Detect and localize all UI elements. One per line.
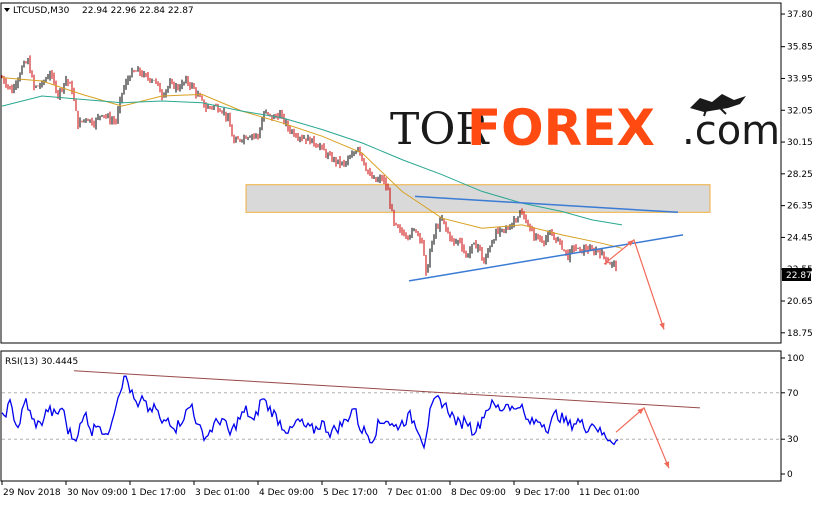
last-price-tag	[782, 268, 811, 281]
x-tick-label: 29 Nov 2018	[3, 488, 61, 498]
rsi-y-tick-label: 70	[787, 389, 799, 399]
price-y-tick-label: 32.05	[787, 106, 813, 116]
ma-slow-line	[1, 95, 623, 226]
resistance-zone	[245, 184, 711, 213]
x-tick-label: 4 Dec 09:00	[259, 488, 314, 498]
x-tick-label: 30 Nov 09:00	[67, 488, 128, 498]
price-pane[interactable]	[0, 2, 782, 344]
rsi-y-tick-label: 30	[787, 435, 799, 445]
x-tick-label: 5 Dec 17:00	[323, 488, 378, 498]
x-tick-label: 3 Dec 01:00	[195, 488, 250, 498]
trendline-upper	[414, 195, 679, 214]
watermark-prefix: TOR	[390, 104, 490, 155]
price-y-tick-label: 35.85	[787, 43, 813, 53]
price-y-tick-label: 18.75	[787, 329, 813, 339]
rsi-pane[interactable]	[0, 350, 782, 482]
ma-fast-line	[1, 77, 623, 249]
price-layer	[1, 55, 711, 330]
rsi-layer	[1, 370, 780, 469]
x-tick-label: 7 Dec 01:00	[387, 488, 442, 498]
symbol-header: LTCUSD,M30 22.94 22.96 22.84 22.87	[4, 6, 194, 16]
rsi-trendline	[73, 370, 701, 409]
watermark-suffix: .com	[682, 108, 780, 154]
x-tick-label: 1 Dec 17:00	[131, 488, 186, 498]
dropdown-triangle-icon	[4, 8, 10, 12]
price-y-tick-label: 26.35	[787, 202, 813, 212]
rsi-y-tick-label: 100	[787, 354, 804, 364]
rsi-title: RSI(13) 30.4445	[5, 357, 78, 367]
torforex-watermark: TOR FOREX .com	[390, 94, 780, 157]
rsi-forecast-arrow-mid-head-icon	[637, 407, 644, 415]
trendline-lower	[408, 234, 684, 282]
last-price-value: 22.87	[786, 271, 812, 281]
forecast-arrow-head-icon	[659, 322, 665, 330]
rsi-line	[1, 375, 619, 450]
price-y-tick-label: 24.45	[787, 233, 813, 243]
rsi-y-tick-label: 0	[787, 470, 793, 480]
price-y-tick-label: 37.80	[787, 10, 813, 20]
price-y-tick-label: 28.25	[787, 170, 813, 180]
rsi-forecast-arrow	[615, 406, 670, 469]
x-tick-label: 9 Dec 17:00	[515, 488, 570, 498]
bull-logo-icon	[690, 94, 746, 117]
rsi-forecast-arrow-head-icon	[664, 461, 670, 469]
x-tick-label: 11 Dec 01:00	[579, 488, 640, 498]
price-y-tick-label: 30.15	[787, 138, 813, 148]
watermark-brand: FOREX	[467, 99, 655, 157]
forecast-arrow-mid-head-icon	[627, 239, 634, 247]
x-tick-label: 8 Dec 09:00	[451, 488, 506, 498]
price-y-tick-label: 20.65	[787, 297, 813, 307]
symbol-label: LTCUSD,M30	[13, 6, 70, 16]
forecast-arrow	[603, 238, 665, 330]
ohlc-label: 22.94 22.96 22.84 22.87	[82, 6, 194, 16]
price-y-tick-label: 33.95	[787, 74, 813, 84]
